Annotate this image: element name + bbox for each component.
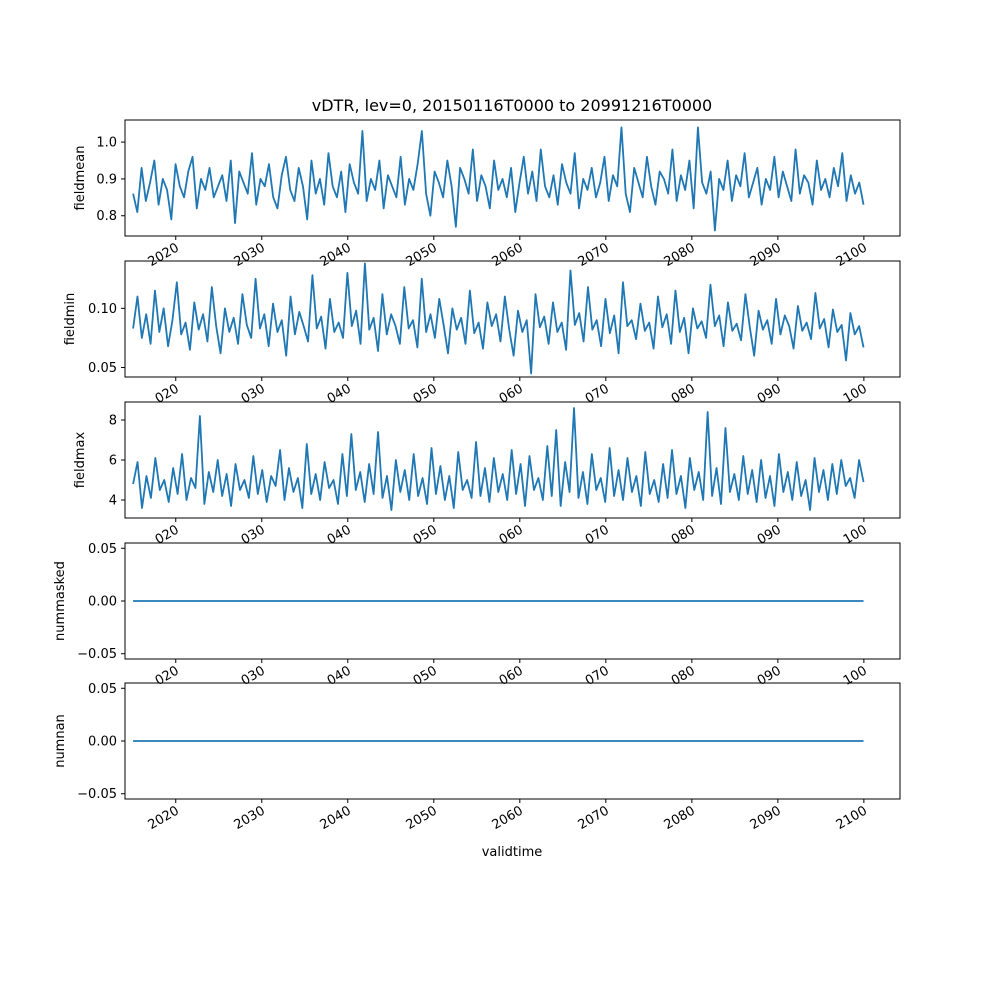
series-line-fieldmax	[132, 407, 865, 511]
axes-frame	[124, 260, 901, 378]
axes-frame	[124, 119, 901, 237]
y-tick-label: 0.05	[88, 361, 117, 376]
y-tick-label: 8	[109, 414, 117, 429]
y-tick-label: −0.05	[77, 647, 117, 662]
x-axis-label: validtime	[482, 845, 543, 860]
y-tick-label: −0.05	[77, 787, 117, 802]
y-axis-label: fieldmax	[73, 432, 88, 489]
y-tick-label: 0.05	[88, 542, 117, 557]
y-tick-label: 0.05	[88, 682, 117, 697]
y-tick-label: 0.00	[88, 595, 117, 610]
y-axis-label: fieldmin	[63, 293, 78, 346]
y-tick-label: 1.0	[96, 136, 117, 151]
y-tick-label: 0.00	[88, 735, 117, 750]
y-axis-label: fieldmean	[73, 146, 88, 211]
y-tick-label: 6	[109, 454, 117, 469]
figure-title: vDTR, lev=0, 20150116T0000 to 20991216T0…	[312, 96, 712, 115]
y-tick-label: 0.9	[96, 172, 117, 187]
y-axis-label: numnan	[53, 714, 68, 768]
series-line-fieldmean	[132, 126, 865, 232]
series-line-fieldmin	[132, 262, 865, 375]
y-axis-label: nummasked	[53, 561, 68, 641]
y-tick-label: 0.8	[96, 209, 117, 224]
y-tick-label: 0.10	[88, 302, 117, 317]
y-tick-label: 4	[109, 494, 117, 509]
